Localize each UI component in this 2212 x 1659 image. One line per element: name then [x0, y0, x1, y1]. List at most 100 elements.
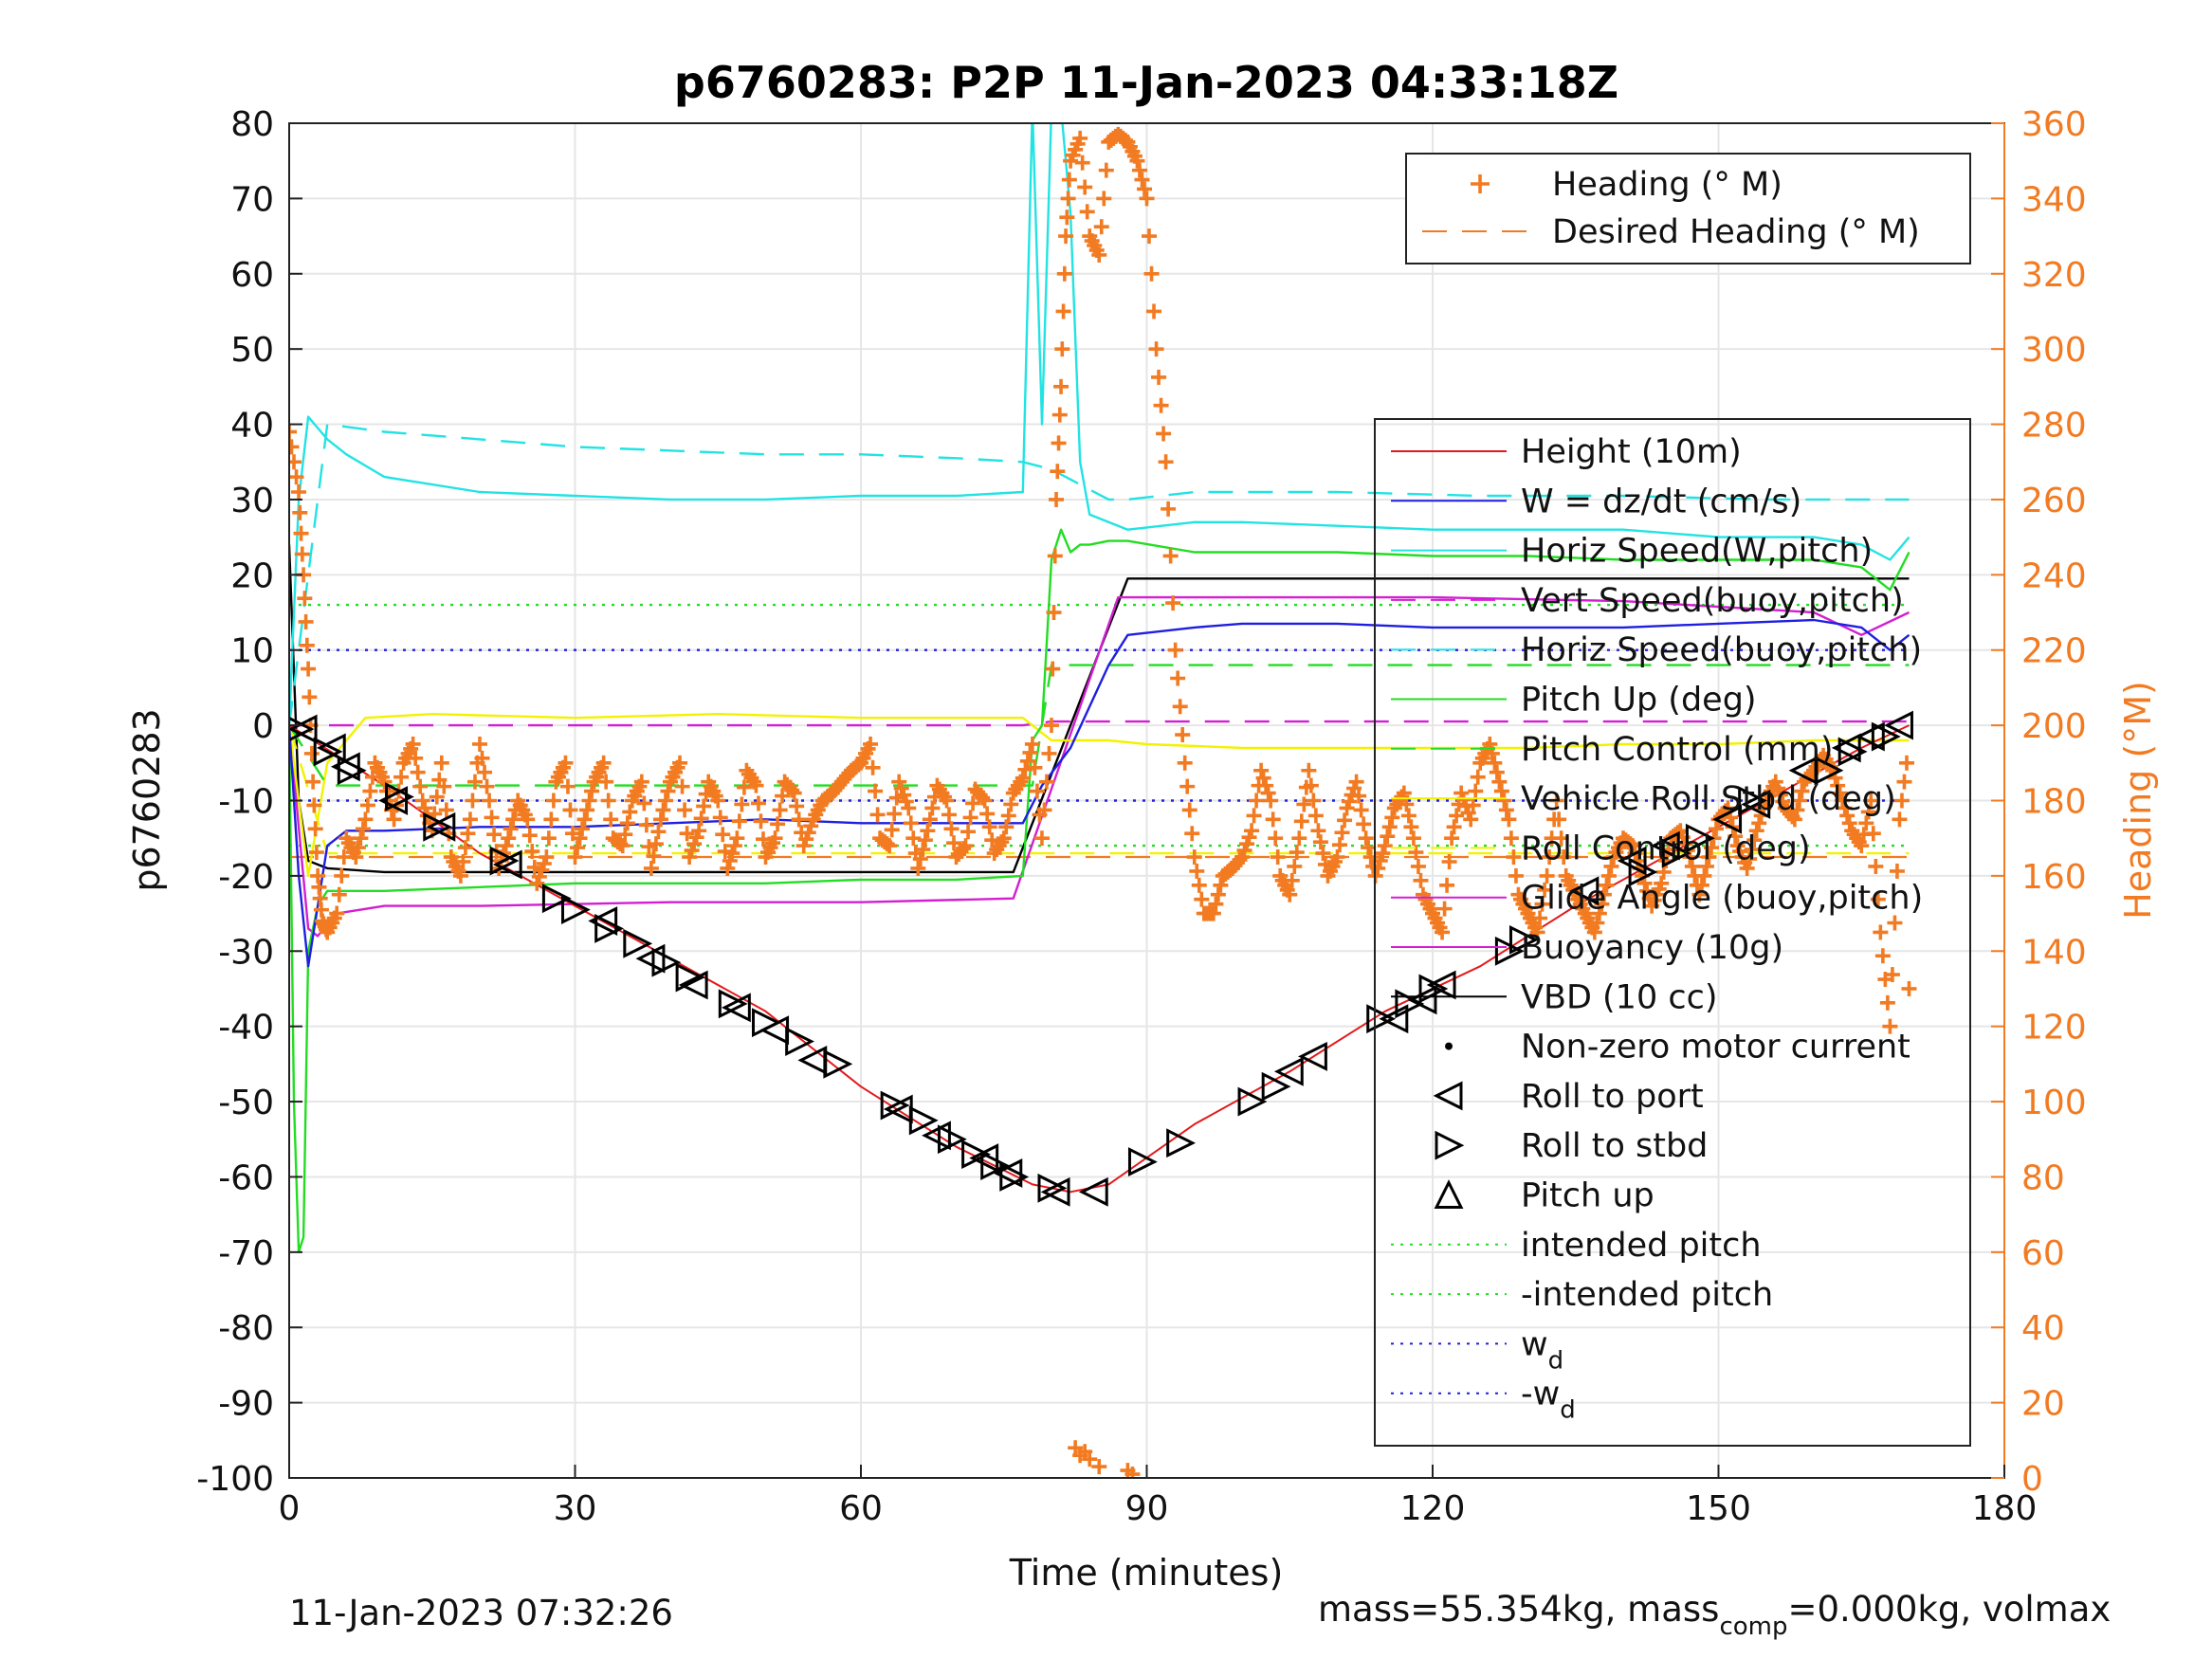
heading-point [1794, 783, 1810, 799]
heading-point [393, 769, 410, 785]
heading-point [1161, 501, 1177, 517]
heading-point [1054, 341, 1070, 357]
heading-point [572, 830, 588, 847]
heading-point [1017, 761, 1033, 777]
heading-point [429, 789, 445, 805]
legend-main-label-text: Buoyancy (10g) [1521, 929, 1783, 967]
roll-to-port-marker [588, 906, 618, 936]
heading-point [474, 750, 490, 766]
heading-point [1884, 967, 1900, 983]
roll-to-stbd-marker [999, 1162, 1030, 1192]
heading-point [1131, 162, 1147, 178]
roll-to-port-marker [1569, 876, 1600, 906]
heading-point [888, 790, 905, 806]
heading-point [753, 813, 769, 830]
heading-point [486, 827, 503, 843]
heading-point [1356, 816, 1372, 832]
legend-main-label-text: Horiz Speed(buoy,pitch) [1521, 631, 1922, 669]
roll-to-stbd-marker [718, 989, 748, 1019]
heading-point [1441, 854, 1457, 870]
heading-point [353, 830, 369, 847]
heading-point [1044, 718, 1059, 734]
heading-point [915, 842, 931, 858]
heading-point [868, 783, 884, 799]
heading-point [1079, 204, 1095, 220]
heading-point [726, 838, 742, 854]
heading-point [1506, 849, 1522, 866]
heading-point [1213, 877, 1229, 893]
heading-point [1498, 802, 1514, 818]
heading-point [1260, 785, 1276, 801]
heading-point [1162, 548, 1179, 564]
roll-to-port-marker [1712, 804, 1743, 834]
heading-point [1703, 840, 1719, 856]
heading-point [348, 849, 364, 866]
heading-point [457, 840, 473, 856]
heading-point [329, 905, 345, 921]
y-tick-label: -30 [218, 933, 274, 972]
heading-point [581, 793, 597, 809]
heading-point [1503, 830, 1519, 847]
heading-point [1591, 905, 1607, 921]
heading-point [1358, 830, 1374, 847]
roll-to-stbd-marker [594, 914, 625, 943]
heading-point [1882, 1018, 1898, 1034]
heading-point [526, 859, 542, 875]
heading-point [1708, 821, 1724, 837]
heading-point [1832, 785, 1848, 801]
roll-to-stbd-marker [880, 1090, 910, 1121]
heading-point [562, 802, 578, 818]
heading-point [1033, 830, 1050, 847]
heading-point [1208, 896, 1224, 912]
legend-main-label: Vehicle Roll Stbd (deg) [1521, 780, 1896, 818]
heading-point [575, 821, 591, 837]
heading-point [1301, 762, 1317, 778]
y-tick-label: 40 [230, 407, 274, 446]
legend-main-label-text: Roll Control (deg) [1521, 830, 1811, 867]
heading-point [1654, 875, 1670, 891]
roll-to-port-marker [1650, 830, 1680, 861]
roll-to-stbd-marker [961, 1139, 991, 1170]
series-buoyancy-10g [289, 720, 1910, 727]
legend-heading-label: Heading (° M) [1552, 166, 1782, 204]
heading-point [638, 817, 654, 833]
heading-point [1072, 130, 1088, 146]
heading-point [696, 798, 712, 814]
heading-point [465, 793, 481, 809]
legend-triangle [1433, 1081, 1463, 1111]
heading-point [1465, 797, 1481, 813]
heading-point [693, 811, 709, 827]
heading-point [1351, 788, 1367, 804]
legend-sample [1445, 1042, 1453, 1050]
y-right-tick-label: 0 [2021, 1460, 2043, 1499]
heading-point [1556, 849, 1572, 866]
heading-point [298, 613, 314, 629]
y-right-tick-label: 200 [2021, 707, 2087, 746]
heading-point [305, 774, 321, 790]
heading-point [1024, 736, 1040, 752]
heading-point [1038, 774, 1054, 790]
y-tick-label: -100 [196, 1460, 274, 1499]
heading-point [501, 830, 517, 847]
heading-point [1551, 811, 1567, 828]
heading-point [887, 806, 903, 822]
heading-point [417, 800, 433, 816]
heading-point [965, 795, 981, 811]
x-tick-label: 60 [839, 1489, 883, 1528]
footer-right: mass=55.354kg, masscomp=0.000kg, volmax [1318, 1589, 2111, 1641]
heading-point [977, 793, 993, 809]
heading-point [1051, 435, 1067, 451]
heading-point [652, 811, 668, 828]
legend-main-label-text: Vert Speed(buoy,pitch) [1521, 582, 1904, 620]
heading-point [1293, 813, 1309, 830]
legend-heading-box [1405, 153, 1971, 264]
heading-point [996, 830, 1012, 847]
heading-point [1270, 849, 1286, 866]
heading-point [1408, 845, 1424, 861]
roll-to-stbd-marker [1494, 936, 1525, 966]
heading-point [1142, 228, 1158, 245]
heading-point [1863, 793, 1879, 809]
y-right-tick-label: 320 [2021, 256, 2087, 295]
heading-point [498, 838, 514, 854]
heading-point [979, 806, 996, 822]
